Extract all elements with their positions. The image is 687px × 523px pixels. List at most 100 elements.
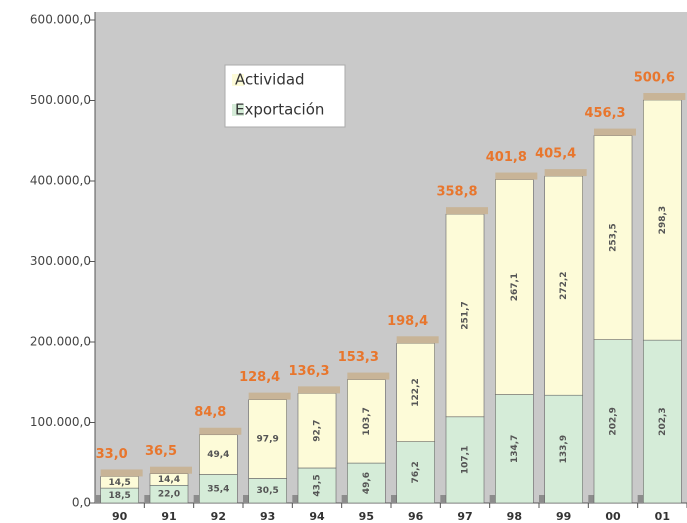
x-tick-label: 00	[605, 510, 621, 523]
legend-swatch	[232, 104, 244, 116]
plot-area	[95, 12, 687, 503]
segment-label: 76,2	[411, 461, 421, 483]
x-tick-label: 96	[408, 510, 424, 523]
segment-label: 49,4	[207, 450, 229, 460]
floor-slice	[144, 495, 154, 503]
bar-segment	[396, 342, 435, 442]
bar-cap	[544, 169, 587, 177]
total-label: 128,4	[239, 370, 280, 385]
floor-slice	[95, 495, 105, 503]
bar-cap	[199, 427, 242, 435]
legend-label: Actividad	[235, 71, 305, 89]
segment-label: 202,9	[609, 407, 619, 435]
bar-segment	[347, 379, 386, 464]
bar-segment	[297, 467, 337, 504]
segment-label: 202,3	[658, 407, 668, 435]
bar-cap	[248, 392, 291, 400]
total-label: 358,8	[436, 185, 477, 200]
y-tick-label: 300.000,0	[30, 254, 91, 268]
segment-label: 251,7	[461, 301, 471, 329]
segment-label: 253,5	[609, 223, 619, 251]
segment-label: 43,5	[313, 474, 323, 496]
x-tick-label: 92	[211, 510, 226, 523]
total-label: 456,3	[584, 106, 625, 121]
bar-segment	[248, 478, 287, 504]
total-label: 153,3	[338, 350, 379, 365]
x-tick-label: 95	[359, 510, 374, 523]
bar-cap	[495, 172, 538, 180]
total-label: 405,4	[535, 147, 576, 162]
x-tick-label: 01	[655, 510, 670, 523]
segment-label: 14,5	[109, 478, 131, 488]
y-tick-label: 600.000,0	[30, 13, 91, 27]
segment-label: 267,1	[510, 273, 520, 301]
x-tick-label: 90	[112, 510, 128, 523]
total-label: 84,8	[194, 405, 226, 420]
segment-label: 30,5	[257, 486, 279, 496]
floor-slice	[341, 495, 351, 503]
bar-segment	[347, 462, 386, 504]
total-label: 36,5	[145, 444, 177, 459]
y-tick-label: 0,0	[72, 496, 91, 510]
floor-slice	[243, 495, 253, 503]
bar-segment	[593, 135, 633, 340]
segment-label: 35,4	[207, 484, 229, 494]
y-tick-label: 400.000,0	[30, 174, 91, 188]
bar-segment	[544, 175, 583, 396]
bar-segment	[643, 99, 682, 341]
bar-segment	[643, 339, 682, 504]
bar-segment	[199, 474, 238, 504]
floor-slice	[489, 495, 499, 503]
x-tick-label: 98	[507, 510, 522, 523]
segment-label: 107,1	[461, 446, 471, 474]
x-tick-label: 93	[260, 510, 275, 523]
segment-label: 134,7	[510, 435, 520, 463]
bar-cap	[150, 466, 192, 474]
bar-cap	[100, 469, 143, 477]
bar-cap	[446, 207, 488, 215]
segment-label: 272,2	[559, 271, 569, 299]
segment-label: 133,9	[559, 435, 569, 463]
segment-label: 298,3	[658, 206, 668, 234]
segment-label: 122,2	[411, 378, 421, 406]
segment-label: 92,7	[313, 420, 323, 442]
bar-segment	[495, 394, 534, 504]
bar-segment	[396, 441, 435, 504]
bar-cap	[298, 386, 340, 394]
floor-slice	[292, 495, 302, 503]
x-tick-label: 99	[556, 510, 571, 523]
total-label: 33,0	[96, 447, 128, 462]
legend-swatch	[232, 74, 244, 86]
segment-label: 14,4	[158, 475, 180, 485]
y-tick-label: 200.000,0	[30, 335, 91, 349]
bar-cap	[396, 336, 439, 344]
floor-slice	[588, 495, 598, 503]
bar-segment	[495, 179, 534, 395]
bar-cap	[643, 93, 686, 101]
bar-segment	[593, 339, 633, 504]
segment-label: 22,0	[158, 490, 180, 500]
x-tick-label: 91	[161, 510, 176, 523]
legend-box	[224, 64, 346, 128]
floor-slice	[391, 495, 401, 503]
x-tick-label: 97	[457, 510, 472, 523]
bar-segment	[544, 394, 583, 504]
bar-segment	[248, 399, 287, 479]
y-tick-label: 500.000,0	[30, 93, 91, 107]
total-label: 500,6	[634, 71, 675, 86]
total-label: 136,3	[288, 364, 329, 379]
floor-slice	[539, 495, 549, 503]
bar-segment	[445, 416, 485, 504]
bar-segment	[297, 393, 337, 469]
total-label: 198,4	[387, 314, 428, 329]
segment-label: 97,9	[257, 435, 279, 445]
segment-label: 49,6	[362, 472, 372, 494]
legend-label: Exportación	[235, 101, 324, 119]
floor-slice	[637, 495, 647, 503]
x-tick-label: 94	[309, 510, 325, 523]
bar-cap	[347, 372, 390, 380]
bar-cap	[594, 128, 636, 136]
segment-label: 18,5	[109, 491, 131, 501]
floor-slice	[440, 495, 450, 503]
